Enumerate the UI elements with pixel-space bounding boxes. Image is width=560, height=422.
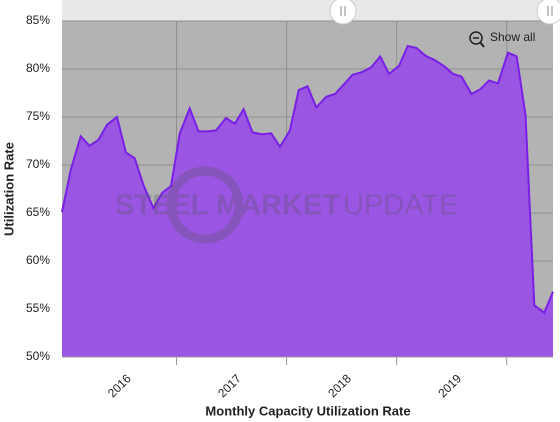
x-tick-label: 2017 [215, 371, 244, 400]
reset-button-label[interactable]: Show all [490, 30, 535, 44]
x-axis-title: Monthly Capacity Utilization Rate [205, 403, 410, 418]
zoom-icon [469, 31, 483, 45]
x-tick-label: 2019 [435, 371, 464, 400]
navigator-handle[interactable] [536, 0, 560, 25]
zoom-icon-handle [479, 41, 485, 48]
handle-knob [329, 0, 357, 25]
y-tick-label: 75% [26, 109, 50, 123]
y-tick-label: 50% [26, 349, 50, 363]
y-axis-title: Utilization Rate [1, 142, 16, 236]
watermark-bold: STEEL MARKET [115, 190, 340, 222]
line [61, 44, 554, 315]
x-tick-label: 2018 [325, 371, 354, 400]
y-tick-label: 55% [26, 301, 50, 315]
navigator-strip [62, 0, 553, 21]
reset-button[interactable]: Show all [469, 30, 535, 48]
y-tick-label: 80% [26, 61, 50, 75]
y-tick-label: 85% [26, 13, 50, 27]
y-tick-label: 65% [26, 205, 50, 219]
watermark-light: UPDATE [343, 190, 458, 222]
x-tick-label: 2016 [105, 371, 134, 400]
y-tick-label: 60% [26, 253, 50, 267]
area [62, 46, 553, 357]
handle-knob [536, 0, 560, 25]
watermark-logo [166, 166, 244, 244]
navigator-handle[interactable] [329, 0, 357, 25]
y-tick-label: 70% [26, 157, 50, 171]
watermark: STEEL MARKET UPDATE [115, 166, 458, 244]
